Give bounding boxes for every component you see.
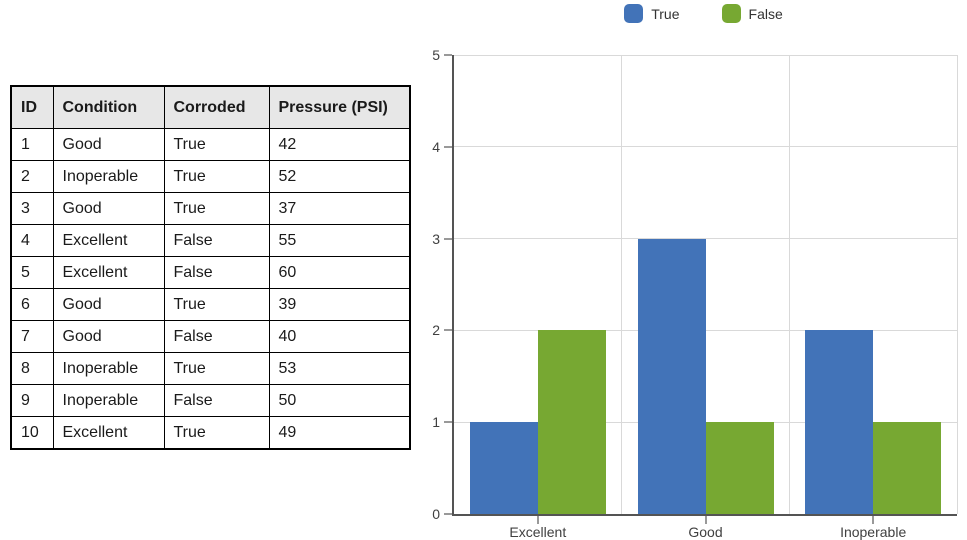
cell-corroded: False bbox=[163, 224, 270, 257]
cell-condition: Inoperable bbox=[52, 160, 165, 193]
cell-id: 6 bbox=[10, 288, 54, 321]
cell-pressure: 55 bbox=[268, 224, 411, 257]
cell-pressure: 50 bbox=[268, 384, 411, 417]
bar-excellent-true bbox=[469, 422, 538, 514]
cell-id: 9 bbox=[10, 384, 54, 417]
gridline-x-boundary-2 bbox=[788, 55, 790, 514]
y-axis-tick-3 bbox=[444, 237, 452, 240]
cell-pressure: 39 bbox=[268, 288, 411, 321]
y-axis-label-0: 0 bbox=[432, 506, 440, 522]
x-axis-tick-excellent bbox=[536, 516, 539, 524]
col-header-id: ID bbox=[10, 85, 54, 129]
cell-condition: Good bbox=[52, 128, 165, 161]
table-row: 4 Excellent False 55 bbox=[10, 224, 411, 257]
y-axis-tick-1 bbox=[444, 421, 452, 424]
table-row: 9 Inoperable False 50 bbox=[10, 384, 411, 417]
table-row: 3 Good True 37 bbox=[10, 192, 411, 225]
cell-condition: Excellent bbox=[52, 224, 165, 257]
gridline-y-2 bbox=[454, 329, 957, 331]
cell-id: 4 bbox=[10, 224, 54, 257]
cell-corroded: False bbox=[163, 256, 270, 289]
cell-id: 10 bbox=[10, 416, 54, 450]
y-axis-label-4: 4 bbox=[432, 138, 440, 155]
bar-chart-plot-area: 0 1 2 3 4 5 Excellent Good Inoperable bbox=[432, 47, 958, 540]
y-axis-label-5: 5 bbox=[432, 47, 440, 63]
cell-corroded: False bbox=[163, 320, 270, 353]
cell-id: 2 bbox=[10, 160, 54, 193]
legend-label: True bbox=[651, 5, 680, 22]
col-header-condition: Condition bbox=[52, 85, 165, 129]
gridline-x-boundary-1 bbox=[621, 55, 623, 514]
col-header-pressure: Pressure (PSI) bbox=[268, 85, 411, 129]
x-axis-label-excellent: Excellent bbox=[509, 524, 567, 540]
cell-pressure: 52 bbox=[268, 160, 411, 193]
y-axis-label-3: 3 bbox=[432, 230, 440, 247]
table-row: 5 Excellent False 60 bbox=[10, 256, 411, 289]
col-header-corroded: Corroded bbox=[163, 85, 270, 129]
cell-corroded: True bbox=[163, 192, 270, 225]
table-row: 1 Good True 42 bbox=[10, 128, 411, 161]
cell-corroded: True bbox=[163, 416, 270, 450]
x-axis-label-good: Good bbox=[688, 524, 723, 540]
table-header-row: ID Condition Corroded Pressure (PSI) bbox=[10, 85, 411, 129]
gridline-y-5 bbox=[454, 54, 957, 56]
gridline-y-4 bbox=[454, 146, 957, 148]
table-row: 7 Good False 40 bbox=[10, 320, 411, 353]
cell-condition: Good bbox=[52, 288, 165, 321]
x-axis-tick-good bbox=[704, 516, 707, 524]
y-axis-tick-0 bbox=[444, 513, 452, 515]
legend-swatch-false bbox=[721, 4, 741, 23]
cell-corroded: True bbox=[163, 288, 270, 321]
cell-id: 8 bbox=[10, 352, 54, 385]
gridline-y-3 bbox=[454, 238, 957, 240]
bar-good-false bbox=[705, 422, 774, 514]
cell-corroded: True bbox=[163, 128, 270, 161]
x-axis-label-inoperable: Inoperable bbox=[840, 524, 907, 540]
cell-pressure: 53 bbox=[268, 352, 411, 385]
cell-condition: Inoperable bbox=[52, 352, 165, 385]
cell-corroded: True bbox=[163, 160, 270, 193]
cell-pressure: 37 bbox=[268, 192, 411, 225]
bar-inoperable-true bbox=[805, 330, 874, 514]
data-table: ID Condition Corroded Pressure (PSI) 1 Go… bbox=[10, 85, 411, 450]
table-row: 10 Excellent True 49 bbox=[10, 416, 411, 450]
legend-item-false: False bbox=[721, 4, 783, 23]
table-row: 8 Inoperable True 53 bbox=[10, 352, 411, 385]
cell-pressure: 40 bbox=[268, 320, 411, 353]
cell-condition: Good bbox=[52, 192, 165, 225]
legend-label: False bbox=[748, 5, 783, 22]
cell-pressure: 60 bbox=[268, 256, 411, 289]
cell-id: 5 bbox=[10, 256, 54, 289]
bar-excellent-false bbox=[537, 330, 606, 514]
gridline-x-boundary-3 bbox=[956, 55, 958, 514]
cell-condition: Excellent bbox=[52, 416, 165, 450]
cell-corroded: True bbox=[163, 352, 270, 385]
cell-pressure: 42 bbox=[268, 128, 411, 161]
cell-condition: Good bbox=[52, 320, 165, 353]
cell-corroded: False bbox=[163, 384, 270, 417]
cell-id: 1 bbox=[10, 128, 54, 161]
cell-condition: Excellent bbox=[52, 256, 165, 289]
y-axis-label-2: 2 bbox=[432, 322, 440, 339]
cell-id: 3 bbox=[10, 192, 54, 225]
gridline-y-1 bbox=[454, 421, 957, 423]
legend-swatch-true bbox=[624, 4, 644, 23]
cell-condition: Inoperable bbox=[52, 384, 165, 417]
chart-legend: True False bbox=[452, 4, 955, 23]
y-axis-tick-2 bbox=[444, 329, 452, 332]
legend-item-true: True bbox=[624, 4, 680, 23]
y-axis-tick-4 bbox=[444, 145, 452, 148]
bar-good-true bbox=[637, 238, 706, 514]
cell-pressure: 49 bbox=[268, 416, 411, 450]
bar-inoperable-false bbox=[873, 422, 942, 514]
x-axis-tick-inoperable bbox=[872, 516, 875, 524]
y-axis-tick-5 bbox=[444, 54, 452, 56]
table-row: 6 Good True 39 bbox=[10, 288, 411, 321]
table-row: 2 Inoperable True 52 bbox=[10, 160, 411, 193]
y-axis-label-1: 1 bbox=[432, 414, 440, 431]
cell-id: 7 bbox=[10, 320, 54, 353]
